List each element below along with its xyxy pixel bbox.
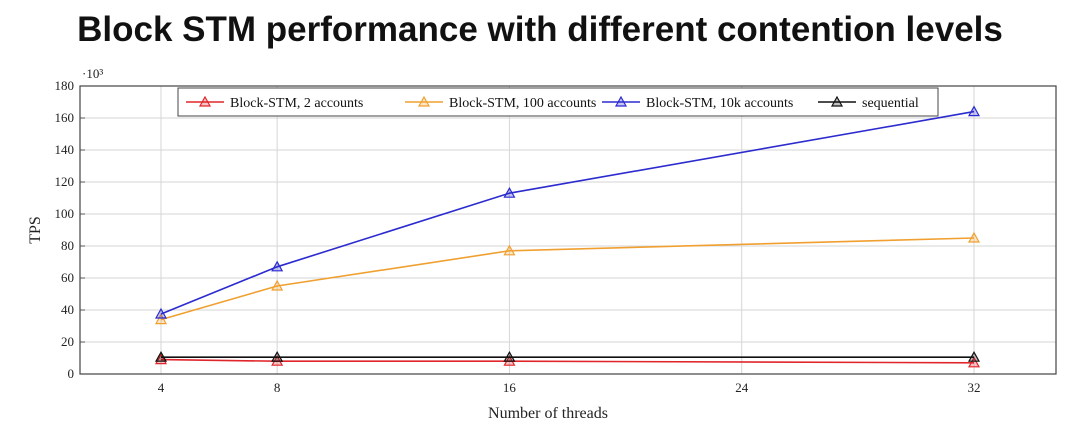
y-axis-label: TPS (27, 216, 44, 244)
x-axis-label: Number of threads (488, 405, 608, 422)
x-tick-label: 8 (274, 380, 281, 395)
data-point (503, 244, 516, 256)
y-tick-label: 100 (55, 206, 75, 221)
series-line-1 (160, 237, 975, 321)
data-point (271, 350, 284, 362)
data-point (967, 350, 981, 362)
data-point (154, 307, 168, 319)
data-point (271, 279, 284, 291)
chart-title: Block STM performance with different con… (77, 10, 1003, 49)
plot-frame (79, 85, 1057, 375)
y-tick-label: 20 (61, 334, 74, 349)
y-multiplier: ·10³ (82, 66, 103, 81)
legend-marker (417, 95, 431, 107)
legend-marker (830, 95, 844, 107)
data-point (154, 350, 168, 362)
x-tick-label: 4 (158, 380, 165, 395)
y-tick-label: 80 (61, 238, 74, 253)
y-tick-label: 160 (55, 110, 75, 125)
y-tick-label: 0 (68, 366, 75, 381)
series-line-2 (160, 110, 975, 315)
legend-label: Block-STM, 2 accounts (230, 96, 363, 111)
x-tick-label: 32 (968, 380, 981, 395)
data-point (271, 260, 284, 272)
x-tick-label: 16 (503, 380, 517, 395)
legend-label: sequential (862, 96, 919, 111)
data-point (967, 105, 981, 117)
legend-marker (614, 95, 628, 107)
y-tick-label: 60 (61, 270, 74, 285)
data-point (503, 186, 516, 198)
series-line-0 (160, 358, 975, 364)
legend-label: Block-STM, 100 accounts (449, 96, 596, 111)
y-tick-label: 40 (61, 302, 74, 317)
data-point (967, 231, 981, 243)
y-tick-label: 180 (55, 78, 75, 93)
legend-label: Block-STM, 10k accounts (646, 96, 793, 111)
legend-box (177, 87, 939, 117)
legend-marker (198, 95, 212, 107)
x-tick-label: 24 (735, 380, 749, 395)
y-tick-label: 120 (55, 174, 75, 189)
data-point (967, 356, 981, 368)
y-tick-label: 140 (55, 142, 75, 157)
data-point (154, 313, 168, 325)
data-point (503, 350, 516, 362)
